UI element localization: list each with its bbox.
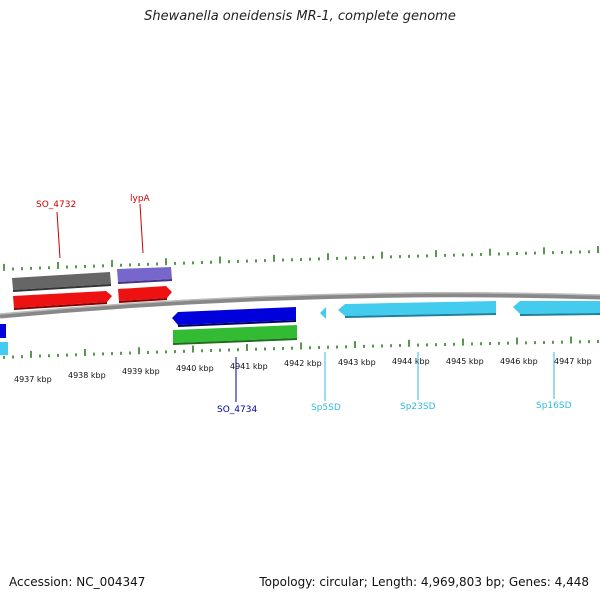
- gene-label-leaders: [56, 203, 555, 402]
- tick-label: 4946 kbp: [500, 357, 538, 366]
- tick-label: 4938 kbp: [68, 371, 106, 380]
- outer-features: [12, 267, 172, 310]
- tick-label: 4943 kbp: [338, 358, 376, 367]
- tick-label: 4944 kbp: [392, 357, 430, 366]
- gene-label-sp5sd[interactable]: Sp5SD: [311, 403, 341, 413]
- outer-tick-marks: [3, 246, 599, 271]
- tick-label: 4937 kbp: [14, 375, 52, 384]
- tick-label: 4947 kbp: [554, 357, 592, 366]
- gene-labels: SO_4732 lypA SO_4734 Sp5SD Sp23SD Sp16SD: [36, 194, 572, 415]
- feature-green[interactable]: [173, 325, 297, 343]
- tick-label: 4940 kbp: [176, 364, 214, 373]
- feature-violet[interactable]: [117, 267, 172, 282]
- tick-label: 4939 kbp: [122, 367, 160, 376]
- inner-tick-marks: [3, 336, 599, 359]
- gene-label-so4734[interactable]: SO_4734: [217, 405, 257, 415]
- map-title: Shewanella oneidensis MR-1, complete gen…: [144, 9, 456, 24]
- tick-label: 4942 kbp: [284, 359, 322, 368]
- gene-label-sp23sd[interactable]: Sp23SD: [400, 402, 436, 412]
- feature-grey[interactable]: [12, 272, 111, 290]
- gene-label-lypa[interactable]: lypA: [130, 194, 151, 204]
- gene-label-sp16sd[interactable]: Sp16SD: [536, 401, 572, 411]
- gene-label-so4732[interactable]: SO_4732: [36, 200, 76, 210]
- feature-sky-small[interactable]: [320, 307, 326, 319]
- feature-red-1[interactable]: [13, 291, 112, 308]
- accession-text: Accession: NC_004347: [9, 575, 146, 589]
- feature-blue-partial[interactable]: [0, 324, 6, 338]
- tick-label: 4945 kbp: [446, 357, 484, 366]
- feature-red-2[interactable]: [118, 286, 172, 301]
- genome-backbone: [0, 292, 600, 319]
- genome-summary-text: Topology: circular; Length: 4,969,803 bp…: [259, 575, 589, 589]
- tick-label: 4941 kbp: [230, 362, 268, 371]
- feature-sky-2[interactable]: [513, 301, 600, 314]
- tick-labels: 4937 kbp 4938 kbp 4939 kbp 4940 kbp 4941…: [14, 357, 592, 384]
- inner-features: [0, 301, 600, 355]
- feature-blue[interactable]: [172, 307, 296, 325]
- feature-sky-1[interactable]: [338, 301, 496, 316]
